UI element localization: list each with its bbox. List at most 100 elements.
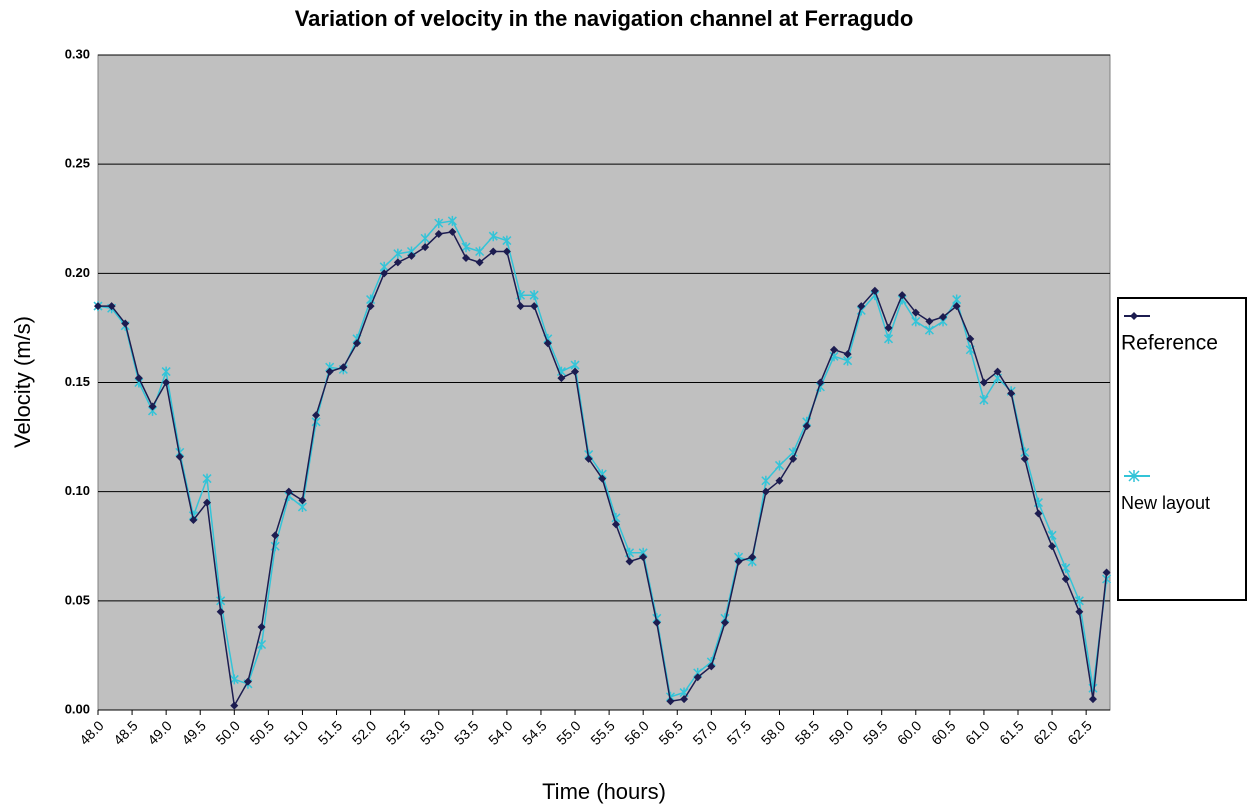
point <box>774 460 785 471</box>
point <box>366 302 375 311</box>
point <box>393 248 403 259</box>
legend-label: New layout <box>1121 493 1210 513</box>
point <box>189 516 198 525</box>
point <box>884 323 893 332</box>
x-tick-label: 58.5 <box>792 717 823 748</box>
point <box>502 235 512 246</box>
point <box>775 476 784 485</box>
point <box>693 673 702 682</box>
x-tick-label: 62.0 <box>1030 717 1061 748</box>
point <box>911 308 920 317</box>
legend-marker <box>1130 312 1138 320</box>
x-tick-label: 58.0 <box>758 717 789 748</box>
x-tick-label: 59.0 <box>826 717 857 748</box>
x-tick-label: 61.0 <box>962 717 993 748</box>
y-tick-label: 0.00 <box>65 701 90 716</box>
point <box>339 363 348 372</box>
point <box>216 607 225 616</box>
x-tick-label: 50.5 <box>247 717 278 748</box>
point <box>611 520 620 529</box>
point <box>447 215 457 226</box>
x-tick-label: 55.5 <box>587 717 618 748</box>
point <box>1007 389 1016 398</box>
point <box>94 302 102 311</box>
point <box>243 677 252 686</box>
point <box>202 473 212 484</box>
x-tick-label: 60.0 <box>894 717 925 748</box>
point <box>407 251 416 260</box>
x-tick-label: 62.5 <box>1064 717 1095 748</box>
point <box>789 454 798 463</box>
y-tick-label: 0.05 <box>65 592 90 607</box>
x-tick-label: 59.5 <box>860 717 891 748</box>
x-axis-label: Time (hours) <box>542 779 666 804</box>
point <box>680 695 689 704</box>
point <box>284 487 293 496</box>
point <box>434 218 444 229</box>
point <box>830 345 838 354</box>
x-tick-label: 56.0 <box>621 717 652 748</box>
point <box>298 496 307 505</box>
point <box>625 557 634 566</box>
point <box>529 290 539 301</box>
chart-title: Variation of velocity in the navigation … <box>295 6 914 31</box>
point <box>475 246 485 257</box>
point <box>1020 454 1029 463</box>
x-tick-label: 54.5 <box>519 717 550 748</box>
point <box>421 243 430 252</box>
point <box>898 291 907 300</box>
point <box>1075 607 1084 616</box>
point <box>475 258 484 267</box>
point <box>843 350 852 359</box>
point <box>979 378 988 387</box>
point <box>271 531 280 540</box>
point <box>1061 575 1070 583</box>
point <box>1102 568 1111 577</box>
x-tick-label: 56.5 <box>655 717 686 748</box>
point <box>162 378 171 387</box>
point <box>1088 695 1097 704</box>
x-tick-label: 53.0 <box>417 717 448 748</box>
x-tick-label: 51.0 <box>281 717 312 748</box>
y-tick-label: 0.20 <box>65 265 90 280</box>
point <box>352 339 361 348</box>
point <box>461 242 471 253</box>
point <box>488 231 498 242</box>
legend-label: Reference <box>1121 332 1218 355</box>
point <box>1034 509 1043 518</box>
point <box>175 452 184 461</box>
point <box>571 367 580 376</box>
point <box>979 394 989 405</box>
y-tick-label: 0.15 <box>65 374 90 389</box>
y-tick-label: 0.10 <box>65 483 90 498</box>
point <box>257 623 266 632</box>
y-tick-label: 0.25 <box>65 156 90 171</box>
x-tick-label: 48.5 <box>110 717 141 748</box>
x-tick-label: 60.5 <box>928 717 959 748</box>
x-tick-label: 51.5 <box>315 717 346 748</box>
point <box>134 374 143 383</box>
point <box>489 247 498 256</box>
point <box>720 618 729 627</box>
point <box>312 411 321 420</box>
point <box>448 227 457 236</box>
point <box>925 317 934 326</box>
point <box>420 233 430 244</box>
point <box>516 302 525 311</box>
x-tick-label: 55.0 <box>553 717 584 748</box>
point <box>883 333 894 344</box>
point <box>557 374 566 383</box>
x-tick-label: 48.0 <box>76 717 107 748</box>
x-tick-label: 49.5 <box>178 717 209 748</box>
point <box>952 302 961 311</box>
point <box>666 697 675 706</box>
point <box>543 339 552 348</box>
point <box>584 454 593 463</box>
point <box>462 254 470 263</box>
point <box>216 595 226 606</box>
point <box>707 662 716 671</box>
x-tick-label: 61.5 <box>996 717 1027 748</box>
point <box>911 316 921 327</box>
